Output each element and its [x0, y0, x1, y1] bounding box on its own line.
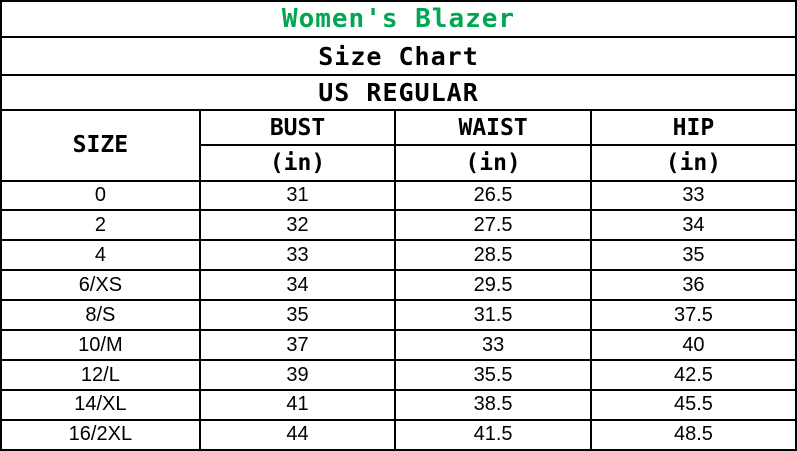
- waist-cell: 35.5: [394, 359, 592, 391]
- bust-cell: 41: [198, 389, 397, 421]
- size-cell: 8/S: [0, 299, 201, 332]
- size-cell: 0: [0, 179, 201, 212]
- column-header-hip: HIP: [589, 109, 797, 147]
- waist-cell: 41.5: [394, 418, 592, 451]
- waist-cell: 27.5: [394, 209, 592, 242]
- hip-cell: 37.5: [589, 299, 797, 332]
- hip-cell: 45.5: [589, 389, 797, 421]
- table-row: 8/S 35 31.5 37.5: [0, 299, 797, 332]
- hip-cell: 40: [589, 329, 797, 362]
- chart-subtitle: Size Chart: [0, 36, 797, 76]
- table-row: 2 32 27.5 34: [0, 209, 797, 242]
- hip-cell: 42.5: [589, 359, 797, 391]
- bust-cell: 32: [198, 209, 397, 242]
- size-cell: 10/M: [0, 329, 201, 362]
- table-row: 0 31 26.5 33: [0, 179, 797, 212]
- waist-cell: 26.5: [394, 179, 592, 212]
- bust-cell: 35: [198, 299, 397, 332]
- waist-unit-label: (in): [394, 144, 592, 182]
- bust-cell: 34: [198, 269, 397, 302]
- bust-cell: 31: [198, 179, 397, 212]
- table-row: 6/XS 34 29.5 36: [0, 269, 797, 302]
- waist-cell: 28.5: [394, 239, 592, 272]
- hip-cell: 36: [589, 269, 797, 302]
- size-cell: 14/XL: [0, 389, 201, 421]
- size-cell: 16/2XL: [0, 418, 201, 451]
- waist-cell: 31.5: [394, 299, 592, 332]
- bust-cell: 37: [198, 329, 397, 362]
- fit-type-label: US REGULAR: [0, 73, 797, 112]
- product-title: Women's Blazer: [0, 0, 797, 39]
- table-row: 12/L 39 35.5 42.5: [0, 359, 797, 391]
- table-row: 10/M 37 33 40: [0, 329, 797, 362]
- size-cell: 12/L: [0, 359, 201, 391]
- bust-unit-label: (in): [198, 144, 397, 182]
- column-header-bust: BUST: [198, 109, 397, 147]
- table-row: 16/2XL 44 41.5 48.5: [0, 418, 797, 451]
- table-row: 14/XL 41 38.5 45.5: [0, 389, 797, 421]
- hip-cell: 33: [589, 179, 797, 212]
- waist-cell: 29.5: [394, 269, 592, 302]
- column-header-waist: WAIST: [394, 109, 592, 147]
- size-cell: 4: [0, 239, 201, 272]
- hip-cell: 34: [589, 209, 797, 242]
- waist-cell: 33: [394, 329, 592, 362]
- hip-cell: 35: [589, 239, 797, 272]
- waist-cell: 38.5: [394, 389, 592, 421]
- bust-cell: 33: [198, 239, 397, 272]
- hip-unit-label: (in): [589, 144, 797, 182]
- bust-cell: 44: [198, 418, 397, 451]
- size-cell: 6/XS: [0, 269, 201, 302]
- table-row: 4 33 28.5 35: [0, 239, 797, 272]
- column-header-size: SIZE: [0, 109, 201, 182]
- size-cell: 2: [0, 209, 201, 242]
- hip-cell: 48.5: [589, 418, 797, 451]
- bust-cell: 39: [198, 359, 397, 391]
